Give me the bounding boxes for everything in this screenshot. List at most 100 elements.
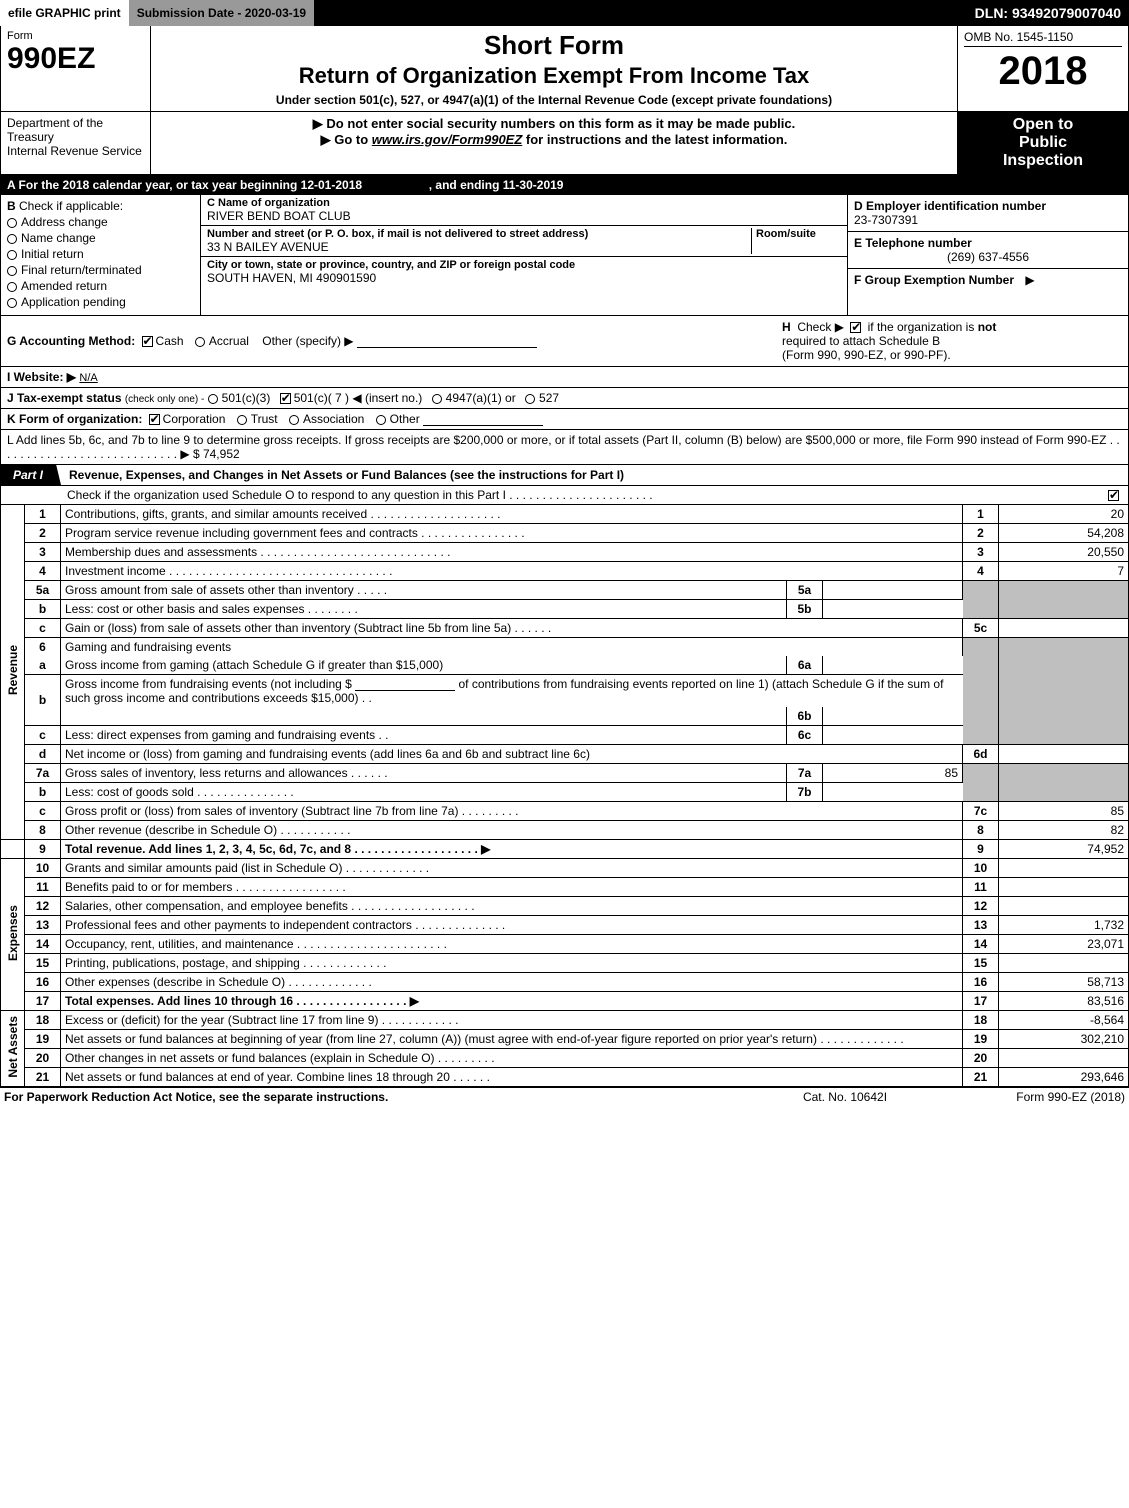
l5c-totnum: 5c bbox=[963, 619, 999, 638]
row-j-status: J Tax-exempt status (check only one) - 5… bbox=[0, 388, 1129, 409]
l15-desc: Printing, publications, postage, and shi… bbox=[61, 954, 963, 973]
l9-totnum: 9 bbox=[963, 840, 999, 859]
l1-num: 1 bbox=[25, 505, 61, 524]
l6-desc: Gaming and fundraising events bbox=[61, 638, 963, 657]
group-row: F Group Exemption Number ▶ bbox=[848, 269, 1128, 291]
org-name-label: C Name of organization bbox=[207, 197, 841, 209]
l7a-inner-num: 7a bbox=[787, 764, 823, 783]
accrual-radio[interactable] bbox=[195, 337, 205, 347]
k-label: K Form of organization: bbox=[7, 412, 142, 426]
l7ab-shade bbox=[963, 764, 999, 802]
k-corp-check[interactable] bbox=[149, 414, 160, 425]
city-label: City or town, state or province, country… bbox=[207, 259, 841, 271]
l4-totnum: 4 bbox=[963, 562, 999, 581]
ein-value: 23-7307391 bbox=[854, 213, 1122, 227]
l5b-inner-num: 5b bbox=[787, 600, 823, 619]
k-other-blank[interactable] bbox=[423, 414, 543, 426]
l10-desc: Grants and similar amounts paid (list in… bbox=[61, 859, 963, 878]
check-final[interactable]: Final return/terminated bbox=[7, 263, 194, 277]
check-initial[interactable]: Initial return bbox=[7, 247, 194, 261]
l5a-num: 5a bbox=[25, 581, 61, 600]
row-g-h: G Accounting Method: Cash Accrual Other … bbox=[0, 316, 1129, 367]
l6b-blank[interactable] bbox=[355, 679, 455, 691]
check-o-text: Check if the organization used Schedule … bbox=[7, 488, 1105, 502]
h-checkbox[interactable] bbox=[850, 322, 861, 333]
instr2-link[interactable]: www.irs.gov/Form990EZ bbox=[372, 132, 523, 147]
l16-totnum: 16 bbox=[963, 973, 999, 992]
j-c-checkbox[interactable] bbox=[280, 393, 291, 404]
check-if-label: Check if applicable: bbox=[19, 199, 123, 213]
k-trust-lbl: Trust bbox=[251, 412, 278, 426]
tel-value: (269) 637-4556 bbox=[854, 250, 1122, 264]
l5a-desc: Gross amount from sale of assets other t… bbox=[61, 581, 787, 600]
l7c-desc: Gross profit or (loss) from sales of inv… bbox=[61, 802, 963, 821]
l7b-desc: Less: cost of goods sold . . . . . . . .… bbox=[61, 783, 787, 802]
l4-num: 4 bbox=[25, 562, 61, 581]
tel-row: E Telephone number (269) 637-4556 bbox=[848, 232, 1128, 269]
g-label: G Accounting Method: bbox=[7, 334, 135, 348]
l15-num: 15 bbox=[25, 954, 61, 973]
check-name-lbl: Name change bbox=[21, 231, 96, 245]
revenue-side: Revenue bbox=[1, 505, 25, 840]
j-527-radio[interactable] bbox=[525, 394, 535, 404]
l19-amt: 302,210 bbox=[999, 1030, 1129, 1049]
l20-totnum: 20 bbox=[963, 1049, 999, 1068]
period-begin: A For the 2018 calendar year, or tax yea… bbox=[7, 178, 362, 192]
l1-totnum: 1 bbox=[963, 505, 999, 524]
l20-amt bbox=[999, 1049, 1129, 1068]
l12-num: 12 bbox=[25, 897, 61, 916]
street-row: Number and street (or P. O. box, if mail… bbox=[201, 226, 847, 257]
l21-desc: Net assets or fund balances at end of ye… bbox=[61, 1068, 963, 1087]
l6b-inner-amt bbox=[823, 707, 963, 726]
dept-line1: Department of the Treasury bbox=[7, 116, 144, 144]
l2-totnum: 2 bbox=[963, 524, 999, 543]
other-lbl: Other (specify) ▶ bbox=[262, 334, 353, 348]
l10-totnum: 10 bbox=[963, 859, 999, 878]
check-name[interactable]: Name change bbox=[7, 231, 194, 245]
instr-1: ▶ Do not enter social security numbers o… bbox=[157, 116, 951, 132]
cash-checkbox[interactable] bbox=[142, 336, 153, 347]
j-label: J Tax-exempt status bbox=[7, 391, 122, 405]
check-amended[interactable]: Amended return bbox=[7, 279, 194, 293]
netassets-side: Net Assets bbox=[1, 1011, 25, 1087]
l3-desc: Membership dues and assessments . . . . … bbox=[61, 543, 963, 562]
footer-center: Cat. No. 10642I bbox=[745, 1090, 945, 1104]
org-name: RIVER BEND BOAT CLUB bbox=[207, 209, 841, 223]
j-4947-radio[interactable] bbox=[432, 394, 442, 404]
year-cell: OMB No. 1545-1150 2018 bbox=[958, 26, 1128, 111]
j-c3-radio[interactable] bbox=[208, 394, 218, 404]
l10-amt bbox=[999, 859, 1129, 878]
instructions-box: ▶ Do not enter social security numbers o… bbox=[151, 112, 958, 174]
l5ab-shade bbox=[963, 581, 999, 619]
l7c-num: c bbox=[25, 802, 61, 821]
l7c-amt: 85 bbox=[999, 802, 1129, 821]
check-address[interactable]: Address change bbox=[7, 215, 194, 229]
l7b-num: b bbox=[25, 783, 61, 802]
l7b-inner-num: 7b bbox=[787, 783, 823, 802]
k-trust-radio[interactable] bbox=[237, 415, 247, 425]
col-b-checks: B Check if applicable: Address change Na… bbox=[1, 195, 201, 315]
other-blank[interactable] bbox=[357, 336, 537, 348]
j-note: (check only one) - bbox=[125, 394, 204, 405]
l8-amt: 82 bbox=[999, 821, 1129, 840]
street-label: Number and street (or P. O. box, if mail… bbox=[207, 228, 751, 240]
l9-desc: Total revenue. Add lines 1, 2, 3, 4, 5c,… bbox=[61, 840, 963, 859]
submission-tab: Submission Date - 2020-03-19 bbox=[129, 0, 314, 26]
check-pending[interactable]: Application pending bbox=[7, 295, 194, 309]
dept-line2: Internal Revenue Service bbox=[7, 144, 144, 158]
l14-desc: Occupancy, rent, utilities, and maintena… bbox=[61, 935, 963, 954]
website-value: N/A bbox=[79, 372, 579, 384]
l12-desc: Salaries, other compensation, and employ… bbox=[61, 897, 963, 916]
l15-totnum: 15 bbox=[963, 954, 999, 973]
k-assoc-radio[interactable] bbox=[289, 415, 299, 425]
l11-amt bbox=[999, 878, 1129, 897]
k-other-radio[interactable] bbox=[376, 415, 386, 425]
l3-totnum: 3 bbox=[963, 543, 999, 562]
check-initial-lbl: Initial return bbox=[21, 247, 84, 261]
under-section: Under section 501(c), 527, or 4947(a)(1)… bbox=[157, 93, 951, 107]
check-o-box[interactable] bbox=[1108, 490, 1119, 501]
l18-desc: Excess or (deficit) for the year (Subtra… bbox=[61, 1011, 963, 1030]
l1-amt: 20 bbox=[999, 505, 1129, 524]
l11-desc: Benefits paid to or for members . . . . … bbox=[61, 878, 963, 897]
k-assoc-lbl: Association bbox=[303, 412, 364, 426]
